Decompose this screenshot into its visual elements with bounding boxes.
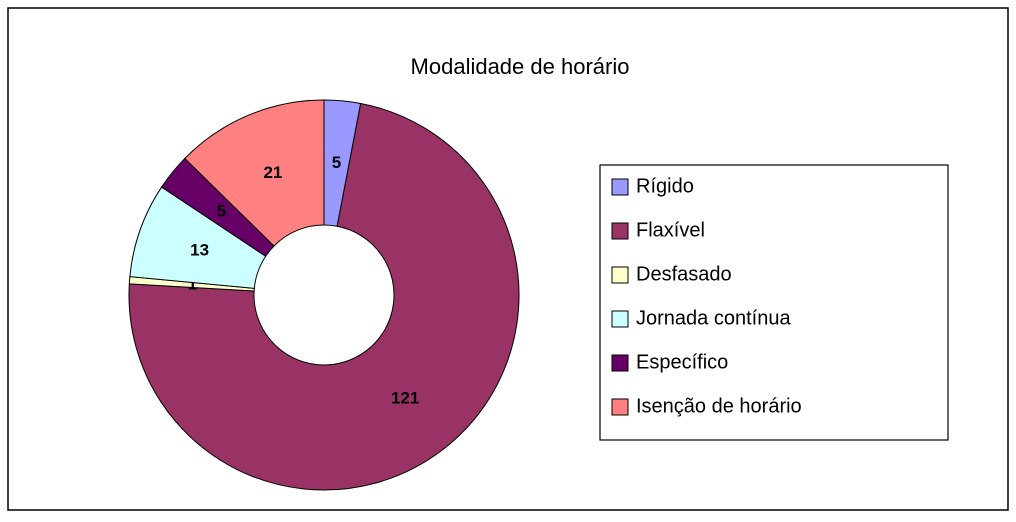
data-label: 5 <box>217 201 226 220</box>
legend-box <box>599 164 949 441</box>
legend-swatch <box>611 354 629 372</box>
slice <box>184 99 325 247</box>
legend-label: Rígido <box>636 175 694 197</box>
legend-swatch <box>611 222 629 240</box>
data-label: 121 <box>391 389 419 408</box>
legend-swatch <box>611 310 629 328</box>
slice <box>128 102 520 491</box>
legend-label: Específico <box>636 351 728 373</box>
legend-label: Desfasado <box>636 263 732 285</box>
legend-label: Flaxível <box>636 219 705 241</box>
legend-swatch <box>611 266 629 284</box>
legend-swatch <box>611 178 629 196</box>
data-label: 13 <box>190 240 209 259</box>
legend-swatch <box>611 398 629 416</box>
legend-label: Isenção de horário <box>636 395 802 417</box>
data-label: 1 <box>188 275 197 294</box>
data-label: 5 <box>332 153 341 172</box>
legend-label: Jornada contínua <box>636 307 791 329</box>
chart-title: Modalidade de horário <box>411 54 630 79</box>
data-label: 21 <box>263 163 282 182</box>
